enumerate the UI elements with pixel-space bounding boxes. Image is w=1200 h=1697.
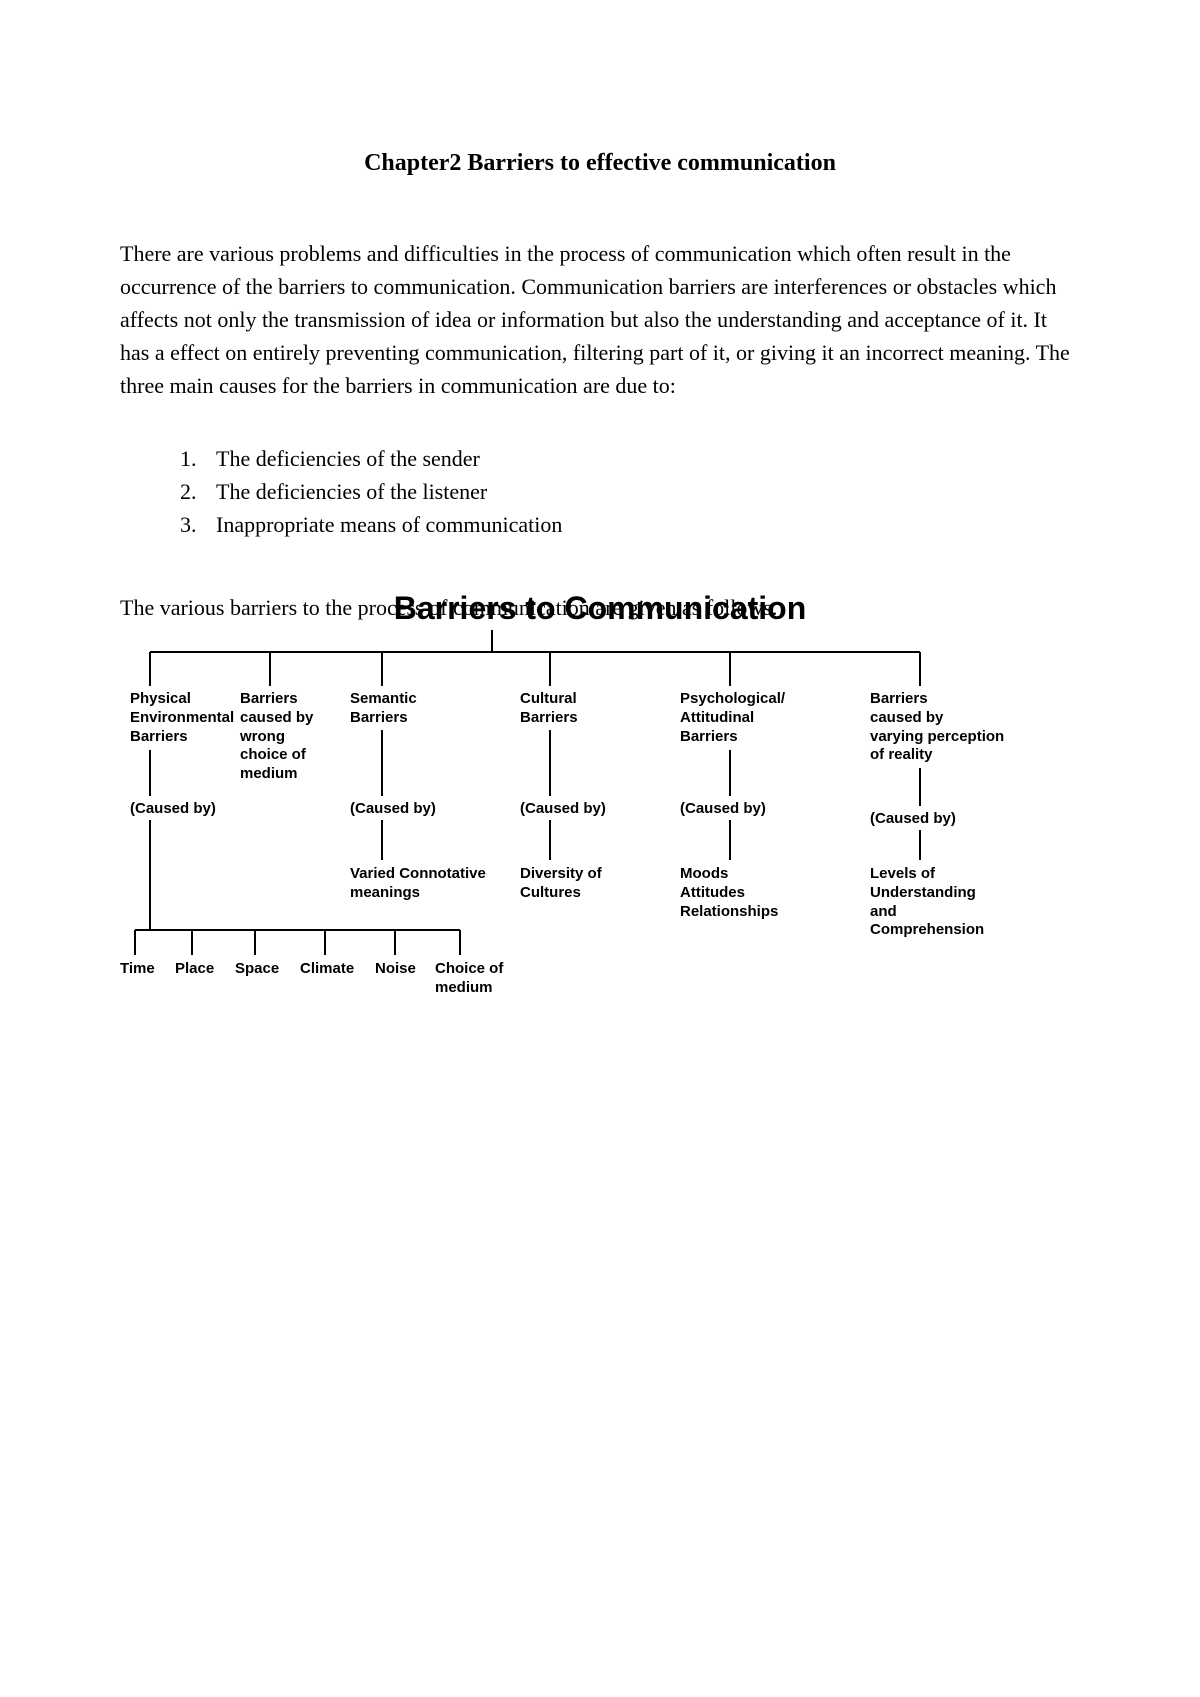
diagram-node-cb1: (Caused by)	[130, 800, 216, 819]
list-number: 1.	[180, 442, 216, 475]
intro-paragraph: There are various problems and difficult…	[120, 237, 1080, 402]
diagram-node-moods: Moods Attitudes Relationships	[680, 865, 778, 921]
diagram-node-cb4: (Caused by)	[520, 800, 606, 819]
diagram-node-varied: Varied Connotative meanings	[350, 865, 486, 903]
barriers-diagram: Barriers to Communication Physical Envir…	[120, 590, 1080, 1040]
list-text: Inappropriate means of communication	[216, 508, 562, 541]
chapter-title: Chapter2 Barriers to effective communica…	[120, 150, 1080, 177]
diagram-node-space: Space	[235, 960, 279, 979]
diagram-node-noise: Noise	[375, 960, 416, 979]
list-text: The deficiencies of the listener	[216, 475, 487, 508]
diagram-node-cb6: (Caused by)	[870, 810, 956, 829]
causes-list-item: 3. Inappropriate means of communication	[180, 508, 1080, 541]
list-text: The deficiencies of the sender	[216, 442, 480, 475]
diagram-node-climate: Climate	[300, 960, 354, 979]
diagram-node-semantic: Semantic Barriers	[350, 690, 417, 728]
causes-list: 1. The deficiencies of the sender 2. The…	[180, 442, 1080, 541]
diagram-node-cb5: (Caused by)	[680, 800, 766, 819]
diagram-node-diverse: Diversity of Cultures	[520, 865, 602, 903]
diagram-node-physical: Physical Environmental Barriers	[130, 690, 234, 746]
diagram-node-choice: Choice of medium	[435, 960, 503, 998]
diagram-node-psych: Psychological/ Attitudinal Barriers	[680, 690, 785, 746]
diagram-node-perception: Barriers caused by varying perception of…	[870, 690, 1004, 765]
causes-list-item: 1. The deficiencies of the sender	[180, 442, 1080, 475]
causes-list-item: 2. The deficiencies of the listener	[180, 475, 1080, 508]
diagram-node-place: Place	[175, 960, 214, 979]
list-number: 2.	[180, 475, 216, 508]
diagram-node-time: Time	[120, 960, 155, 979]
diagram-node-cultural: Cultural Barriers	[520, 690, 578, 728]
diagram-node-levels: Levels of Understanding and Comprehensio…	[870, 865, 984, 940]
list-number: 3.	[180, 508, 216, 541]
diagram-node-cb3: (Caused by)	[350, 800, 436, 819]
diagram-node-wrongmedium: Barriers caused by wrong choice of mediu…	[240, 690, 313, 784]
